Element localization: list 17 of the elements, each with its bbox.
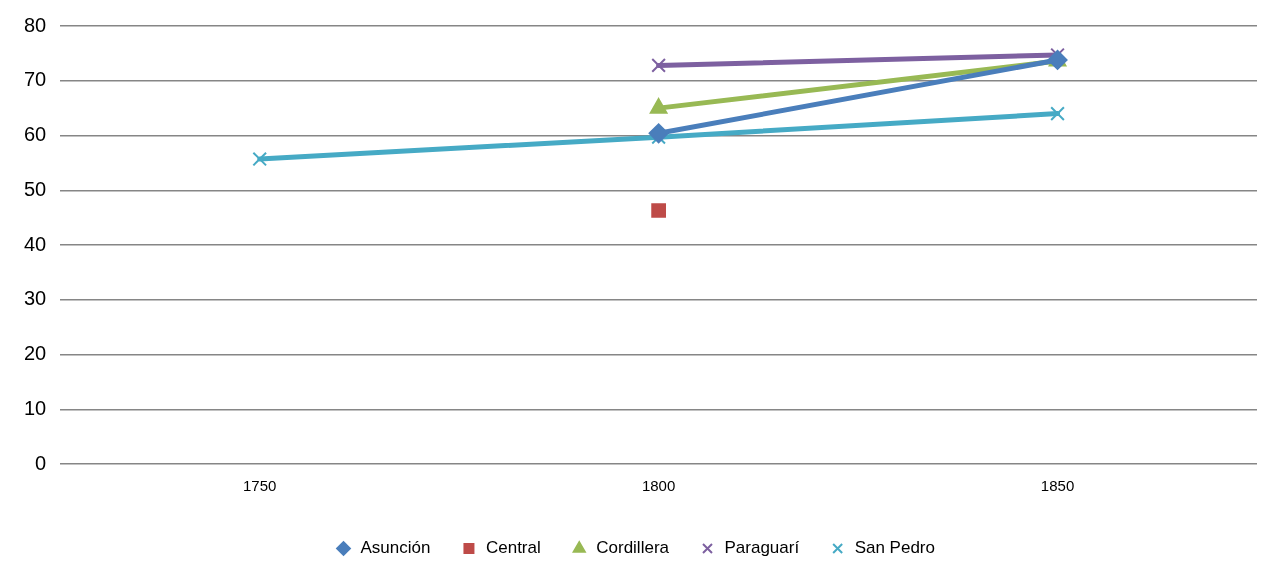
x-tick-label: 1850: [1040, 477, 1075, 495]
y-tick-label: 60: [24, 123, 47, 146]
y-tick-label: 40: [24, 232, 47, 255]
y-tick-label: 70: [24, 68, 47, 91]
x-tick-label: 1750: [243, 477, 277, 495]
y-tick-label: 10: [24, 396, 47, 419]
legend-label: Cordillera: [596, 538, 670, 558]
y-tick-label: 80: [24, 13, 47, 36]
y-tick-label: 50: [24, 177, 47, 200]
y-tick-label: 30: [24, 287, 47, 310]
x-tick-label: 1800: [641, 477, 676, 495]
legend-label: Central: [485, 538, 541, 558]
y-tick-label: 20: [24, 342, 47, 365]
legend-label: Paraguarí: [724, 538, 800, 558]
y-tick-label: 0: [35, 451, 47, 474]
legend-label: Asunción: [360, 538, 431, 558]
legend-label: San Pedro: [854, 538, 935, 558]
